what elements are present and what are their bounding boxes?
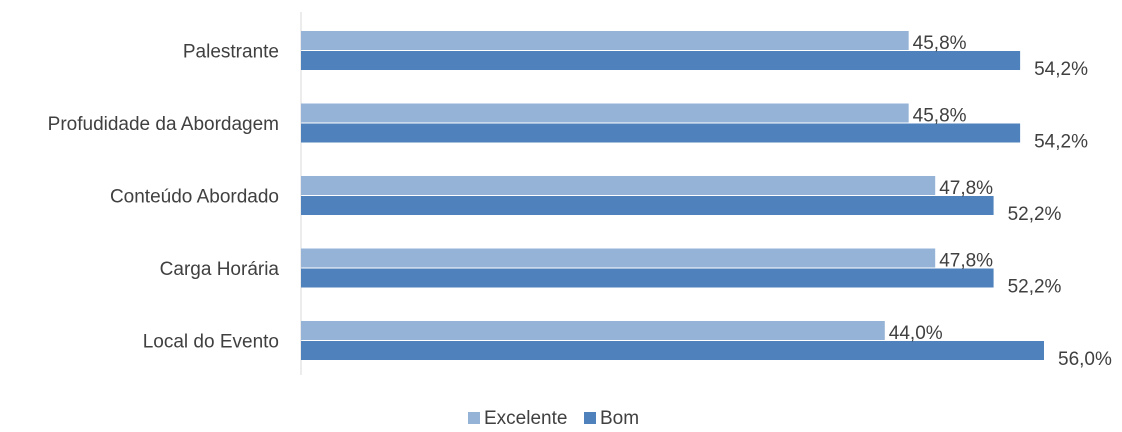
data-label-bom: 54,2% <box>1034 59 1088 80</box>
data-label-excelente: 47,8% <box>939 251 993 272</box>
legend-swatch-bom <box>584 412 596 424</box>
legend: Excelente Bom <box>468 408 639 429</box>
bar-excelente <box>301 248 936 268</box>
data-label-bom: 54,2% <box>1034 132 1088 153</box>
bars-group <box>301 31 1044 360</box>
legend-label-bom: Bom <box>600 408 639 429</box>
data-label-bom: 52,2% <box>1008 277 1062 298</box>
category-label: Profudidade da Abordagem <box>48 114 279 135</box>
legend-label-excelente: Excelente <box>484 408 567 429</box>
legend-swatch-excelente <box>468 412 480 424</box>
category-label: Carga Horária <box>160 259 280 280</box>
category-label: Palestrante <box>183 42 279 63</box>
bar-bom <box>301 341 1044 360</box>
category-labels: Palestrante Profudidade da Abordagem Conte… <box>48 42 280 353</box>
bar-excelente <box>301 31 909 50</box>
data-label-bom: 56,0% <box>1058 349 1112 370</box>
data-labels: 45,8% 54,2% 45,8% 54,2% 47,8% 52,2% 47,8% 52,2%… <box>889 33 1112 370</box>
category-label: Conteúdo Abordado <box>110 187 279 208</box>
bar-bom <box>301 51 1021 70</box>
bar-bom <box>301 123 1021 143</box>
data-label-excelente: 45,8% <box>913 33 967 54</box>
data-label-excelente: 44,0% <box>889 323 943 344</box>
bar-bom <box>301 196 994 215</box>
data-label-bom: 52,2% <box>1008 204 1062 225</box>
bar-excelente <box>301 176 936 195</box>
data-label-excelente: 45,8% <box>913 106 967 127</box>
data-label-excelente: 47,8% <box>939 178 993 199</box>
bar-excelente <box>301 103 909 123</box>
bar-excelente <box>301 321 885 340</box>
category-label: Local do Evento <box>143 332 279 353</box>
bar-bom <box>301 268 994 288</box>
